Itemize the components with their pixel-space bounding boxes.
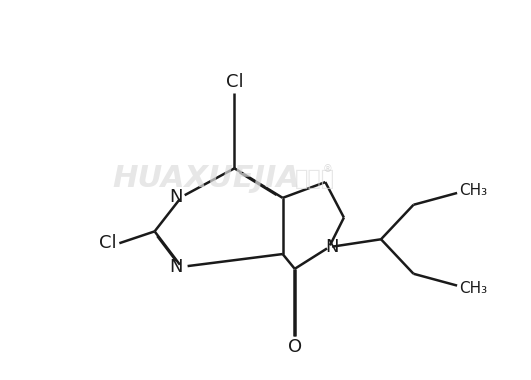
Text: HUAXUEJIA: HUAXUEJIA bbox=[113, 164, 301, 193]
Text: Cl: Cl bbox=[99, 234, 117, 252]
Text: ®: ® bbox=[322, 165, 332, 174]
Text: CH₃: CH₃ bbox=[459, 280, 487, 296]
Text: CH₃: CH₃ bbox=[459, 183, 487, 198]
Text: N: N bbox=[169, 188, 182, 206]
Text: Cl: Cl bbox=[226, 73, 243, 91]
Text: N: N bbox=[169, 258, 182, 276]
Text: O: O bbox=[288, 338, 302, 356]
Text: N: N bbox=[325, 238, 338, 256]
Text: 化学加: 化学加 bbox=[295, 169, 335, 189]
